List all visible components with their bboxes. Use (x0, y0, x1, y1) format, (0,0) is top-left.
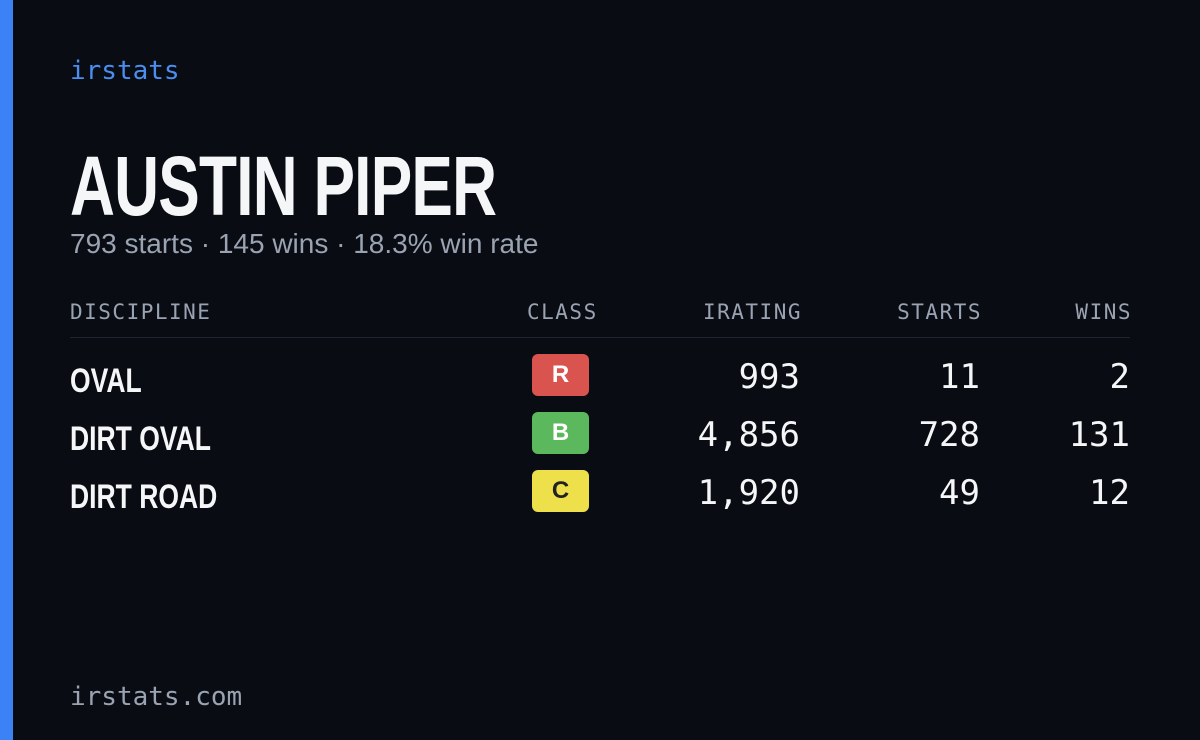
starts: 11 (939, 357, 980, 397)
header-irating: IRATING (702, 300, 802, 324)
header-starts: STARTS (897, 300, 982, 324)
starts: 49 (939, 473, 980, 513)
wins: 2 (1109, 357, 1130, 397)
wins: 131 (1068, 415, 1130, 455)
class-badge: C (532, 470, 589, 512)
class-badge: R (532, 354, 589, 396)
header-class: CLASS (527, 300, 598, 324)
discipline: OVAL (70, 362, 142, 400)
summary: 793 starts · 145 wins · 18.3% win rate (70, 228, 539, 259)
irating: 1,920 (697, 473, 800, 513)
divider (70, 337, 1130, 338)
starts: 728 (918, 415, 980, 455)
class-badge: B (532, 412, 589, 454)
driver-name: AUSTIN PIPER (70, 139, 497, 233)
brand: irstats (70, 56, 180, 86)
discipline: DIRT OVAL (70, 420, 211, 458)
irating: 993 (738, 357, 800, 397)
accent-bar (0, 0, 13, 740)
header-wins: WINS (1075, 300, 1132, 324)
wins: 12 (1089, 473, 1130, 513)
discipline: DIRT ROAD (70, 478, 218, 516)
irating: 4,856 (697, 415, 800, 455)
header-discipline: DISCIPLINE (70, 300, 212, 324)
footer-url: irstats.com (70, 682, 243, 712)
